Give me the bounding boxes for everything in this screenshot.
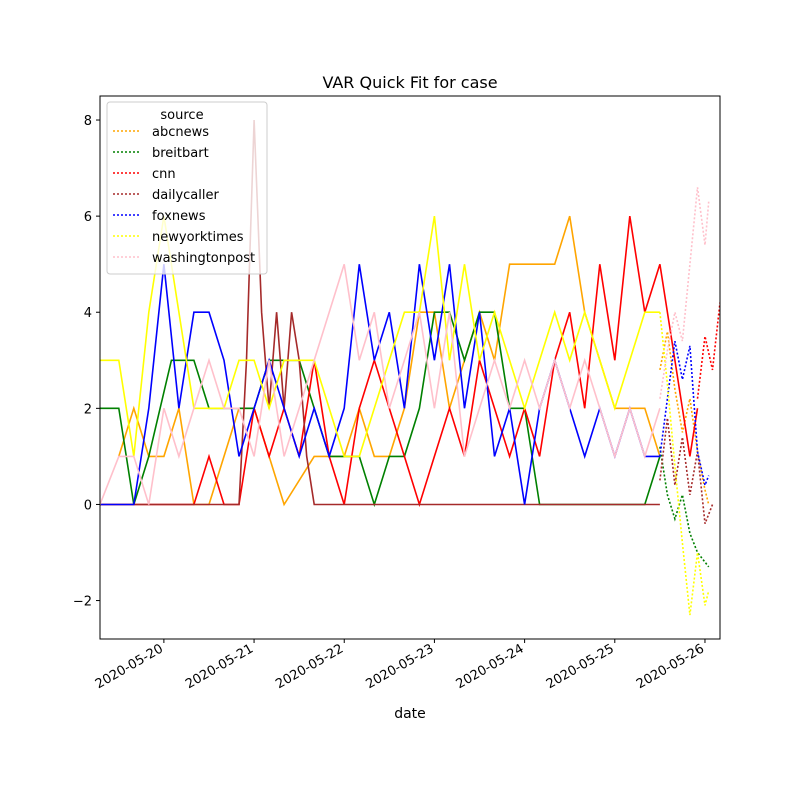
legend-title: source: [160, 108, 203, 123]
y-tick-label-3: 4: [84, 306, 92, 321]
chart-title: VAR Quick Fit for case: [322, 73, 497, 92]
series-predicted-cnn: [696, 302, 720, 399]
legend-box: [106, 101, 268, 275]
legend-label-foxnews: foxnews: [152, 209, 206, 224]
x-axis-label: date: [394, 706, 426, 722]
y-tick-label-4: 6: [84, 210, 92, 225]
legend-label-abcnews: abcnews: [152, 125, 209, 140]
y-tick-label-2: 2: [84, 402, 92, 417]
legend-label-cnn: cnn: [152, 167, 176, 182]
series-predicted-newyorktimes: [659, 312, 710, 616]
y-tick-label-5: 8: [84, 114, 92, 129]
series-predicted-abcnews: [659, 331, 710, 505]
series-actual-newyorktimes: [100, 215, 660, 458]
series-actual-washingtonpost: [100, 263, 661, 505]
legend-label-washingtonpost: washingtonpost: [152, 251, 255, 266]
y-axis: −2 0 2 4 6 8: [73, 114, 100, 610]
y-tick-label-0: −2: [73, 595, 92, 610]
legend-label-breitbart: breitbart: [152, 146, 209, 161]
series-predicted-foxnews: [659, 340, 710, 488]
series-predicted-breitbart: [659, 446, 710, 568]
axes-frame: [99, 95, 721, 640]
legend-label-dailycaller: dailycaller: [152, 188, 219, 203]
legend-label-newyorktimes: newyorktimes: [152, 230, 244, 245]
legend: source abcnews breitbart cnn dailycaller foxn…: [106, 101, 268, 275]
series-predicted-washingtonpost: [659, 187, 710, 399]
y-tick-label-1: 0: [84, 498, 92, 513]
series-predicted-dailycaller: [659, 417, 714, 524]
plot-area: [100, 119, 720, 616]
